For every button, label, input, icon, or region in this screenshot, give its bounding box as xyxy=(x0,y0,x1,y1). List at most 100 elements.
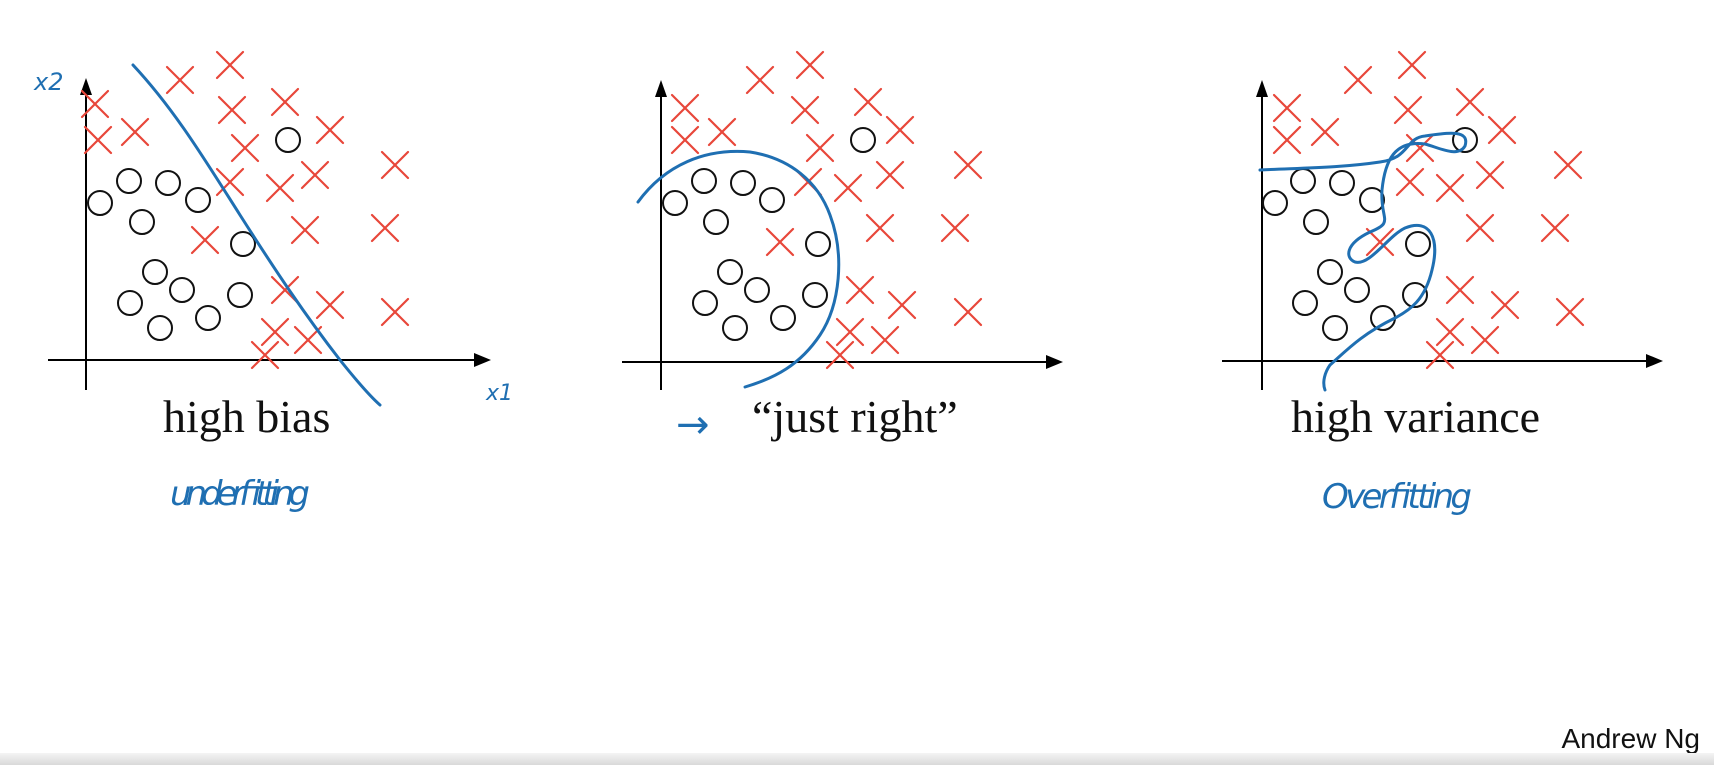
o-marker xyxy=(718,260,742,284)
x-marker xyxy=(855,89,881,115)
o-marker xyxy=(1345,278,1369,302)
x-marker xyxy=(709,119,735,145)
o-marker xyxy=(806,232,830,256)
panel-1-axes xyxy=(48,78,491,390)
panel-3-x-arrow xyxy=(1646,354,1663,368)
x-marker xyxy=(85,127,111,153)
x-marker xyxy=(1274,127,1300,153)
credit-label: Andrew Ng xyxy=(1561,723,1700,755)
x-marker xyxy=(1437,175,1463,201)
x-marker xyxy=(672,95,698,121)
panel-1-x-axis-label: x1 xyxy=(485,381,513,406)
x-marker xyxy=(767,229,793,255)
panel-3-annotation: Overfitting xyxy=(1322,477,1472,517)
x-marker xyxy=(1312,119,1338,145)
o-marker xyxy=(1293,291,1317,315)
x-marker xyxy=(1399,52,1425,78)
x-marker xyxy=(1467,215,1493,241)
x-marker xyxy=(1274,95,1300,121)
o-marker xyxy=(771,306,795,330)
o-marker xyxy=(693,291,717,315)
panel-3-markers xyxy=(1263,52,1583,368)
o-marker xyxy=(148,316,172,340)
o-marker xyxy=(117,169,141,193)
x-marker xyxy=(797,52,823,78)
x-marker xyxy=(272,89,298,115)
x-marker xyxy=(267,175,293,201)
o-marker xyxy=(704,210,728,234)
panel-2-axes xyxy=(622,80,1063,390)
x-marker xyxy=(217,169,243,195)
x-marker xyxy=(807,135,833,161)
x-marker xyxy=(1489,117,1515,143)
o-marker xyxy=(156,171,180,195)
o-marker xyxy=(1323,316,1347,340)
o-marker xyxy=(1263,191,1287,215)
o-marker xyxy=(88,191,112,215)
o-marker xyxy=(803,283,827,307)
x-marker xyxy=(835,175,861,201)
o-marker xyxy=(231,232,255,256)
x-marker xyxy=(827,342,853,368)
x-marker xyxy=(1407,135,1433,161)
x-marker xyxy=(887,117,913,143)
panel-1-y-arrow xyxy=(80,78,92,95)
o-marker xyxy=(723,316,747,340)
x-marker xyxy=(1542,215,1568,241)
x-marker xyxy=(317,117,343,143)
x-marker xyxy=(317,292,343,318)
o-marker xyxy=(118,291,142,315)
x-marker xyxy=(792,97,818,123)
o-marker xyxy=(1318,260,1342,284)
panel-2-title: “just right” xyxy=(752,390,958,443)
o-marker xyxy=(663,191,687,215)
o-marker xyxy=(130,210,154,234)
x-marker xyxy=(955,152,981,178)
o-marker xyxy=(760,188,784,212)
o-marker xyxy=(1371,306,1395,330)
x-marker xyxy=(1427,342,1453,368)
x-marker xyxy=(837,319,863,345)
panel-3-wiggly-boundary xyxy=(1260,133,1466,390)
o-marker xyxy=(745,278,769,302)
o-marker xyxy=(228,283,252,307)
x-marker xyxy=(252,342,278,368)
x-marker xyxy=(942,215,968,241)
x-marker xyxy=(955,299,981,325)
panel-1-annotation: underfitting xyxy=(170,474,310,514)
x-marker xyxy=(1447,277,1473,303)
x-marker xyxy=(122,119,148,145)
x-marker xyxy=(877,162,903,188)
panel-1-title: high bias xyxy=(163,390,330,443)
x-marker xyxy=(867,215,893,241)
o-marker xyxy=(276,128,300,152)
o-marker xyxy=(851,128,875,152)
panel-1-markers xyxy=(82,52,408,368)
x-marker xyxy=(1555,152,1581,178)
x-marker xyxy=(292,217,318,243)
panel-2-markers xyxy=(663,52,981,368)
x-marker xyxy=(167,67,193,93)
panel-2-y-arrow xyxy=(655,80,667,97)
x-marker xyxy=(219,97,245,123)
x-marker xyxy=(192,227,218,253)
x-marker xyxy=(1477,162,1503,188)
o-marker xyxy=(731,171,755,195)
panel-1-y-axis-label: x2 xyxy=(33,68,63,96)
x-marker xyxy=(372,215,398,241)
o-marker xyxy=(170,278,194,302)
o-marker xyxy=(186,188,210,212)
x-marker xyxy=(1395,97,1421,123)
x-marker xyxy=(747,67,773,93)
o-marker xyxy=(692,169,716,193)
o-marker xyxy=(143,260,167,284)
x-marker xyxy=(382,299,408,325)
panel-3-title: high variance xyxy=(1291,390,1540,443)
o-marker xyxy=(1330,171,1354,195)
panel-3-axes xyxy=(1222,80,1663,390)
x-marker xyxy=(847,277,873,303)
o-marker xyxy=(1291,169,1315,193)
x-marker xyxy=(302,162,328,188)
